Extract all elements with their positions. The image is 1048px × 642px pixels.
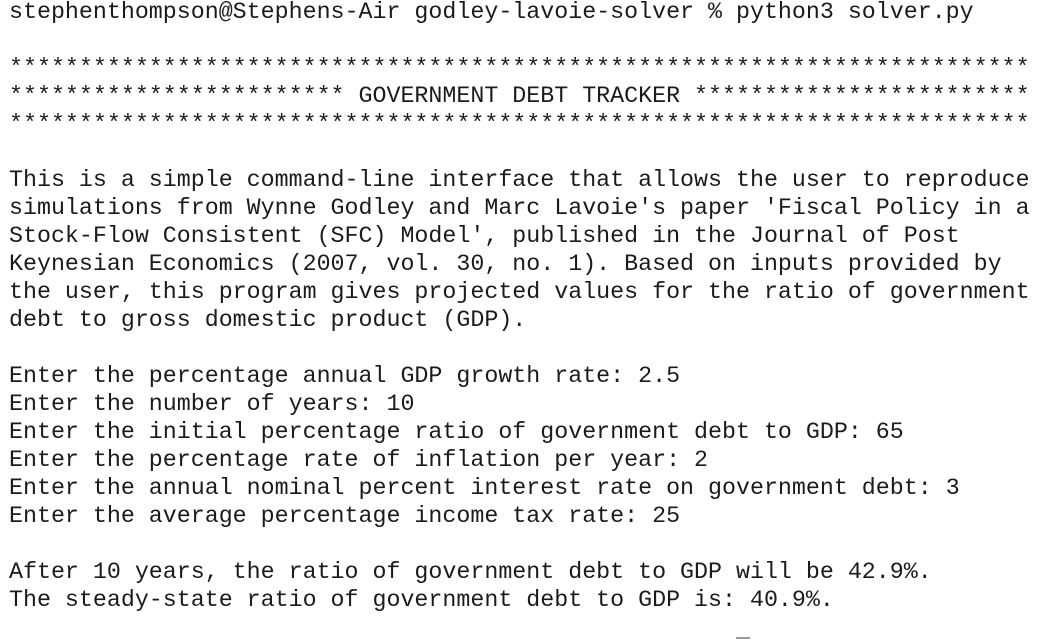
input-line: Enter the initial percentage ratio of go… <box>9 418 1030 446</box>
blank-line <box>9 138 1030 166</box>
input-line: Enter the average percentage income tax … <box>9 502 1030 530</box>
terminal-output: stephenthompson@Stephens-Air godley-lavo… <box>9 0 1030 614</box>
command-line: stephenthompson@Stephens-Air godley-lavo… <box>9 0 974 25</box>
cursor <box>736 637 750 639</box>
banner-line: ****************************************… <box>9 55 1030 81</box>
input-prompt: Enter the annual nominal percent interes… <box>9 475 932 501</box>
input-value: 25 <box>652 503 681 529</box>
description-line: Stock-Flow Consistent (SFC) Model', publ… <box>9 223 960 249</box>
blank-line <box>9 334 1030 362</box>
input-line: Enter the percentage rate of inflation p… <box>9 446 1030 474</box>
input-prompt: Enter the initial percentage ratio of go… <box>9 419 862 445</box>
input-line: Enter the percentage annual GDP growth r… <box>9 362 1030 390</box>
description-line: debt to gross domestic product (GDP). <box>9 307 527 333</box>
description-line: Keynesian Economics (2007, vol. 30, no. … <box>9 251 1002 277</box>
blank-line <box>9 530 1030 558</box>
banner-line: ************************ GOVERNMENT DEBT… <box>9 83 1030 109</box>
description-line: simulations from Wynne Godley and Marc L… <box>9 195 1030 221</box>
input-value: 3 <box>945 475 960 501</box>
result-line: The steady-state ratio of government deb… <box>9 587 834 613</box>
blank-line <box>9 26 1030 54</box>
input-value: 2 <box>694 447 709 473</box>
input-prompt: Enter the percentage rate of inflation p… <box>9 447 681 473</box>
description-line: This is a simple command-line interface … <box>9 167 1030 193</box>
input-prompt: Enter the number of years: <box>9 391 373 417</box>
input-prompt: Enter the average percentage income tax … <box>9 503 639 529</box>
input-value: 65 <box>875 419 904 445</box>
input-value: 2.5 <box>638 363 681 389</box>
input-line: Enter the annual nominal percent interes… <box>9 474 1030 502</box>
input-prompt: Enter the percentage annual GDP growth r… <box>9 363 625 389</box>
description-line: the user, this program gives projected v… <box>9 279 1030 305</box>
input-line: Enter the number of years: 10 <box>9 390 1030 418</box>
result-line: After 10 years, the ratio of government … <box>9 559 932 585</box>
banner-line: ****************************************… <box>9 111 1030 137</box>
input-value: 10 <box>386 391 415 417</box>
